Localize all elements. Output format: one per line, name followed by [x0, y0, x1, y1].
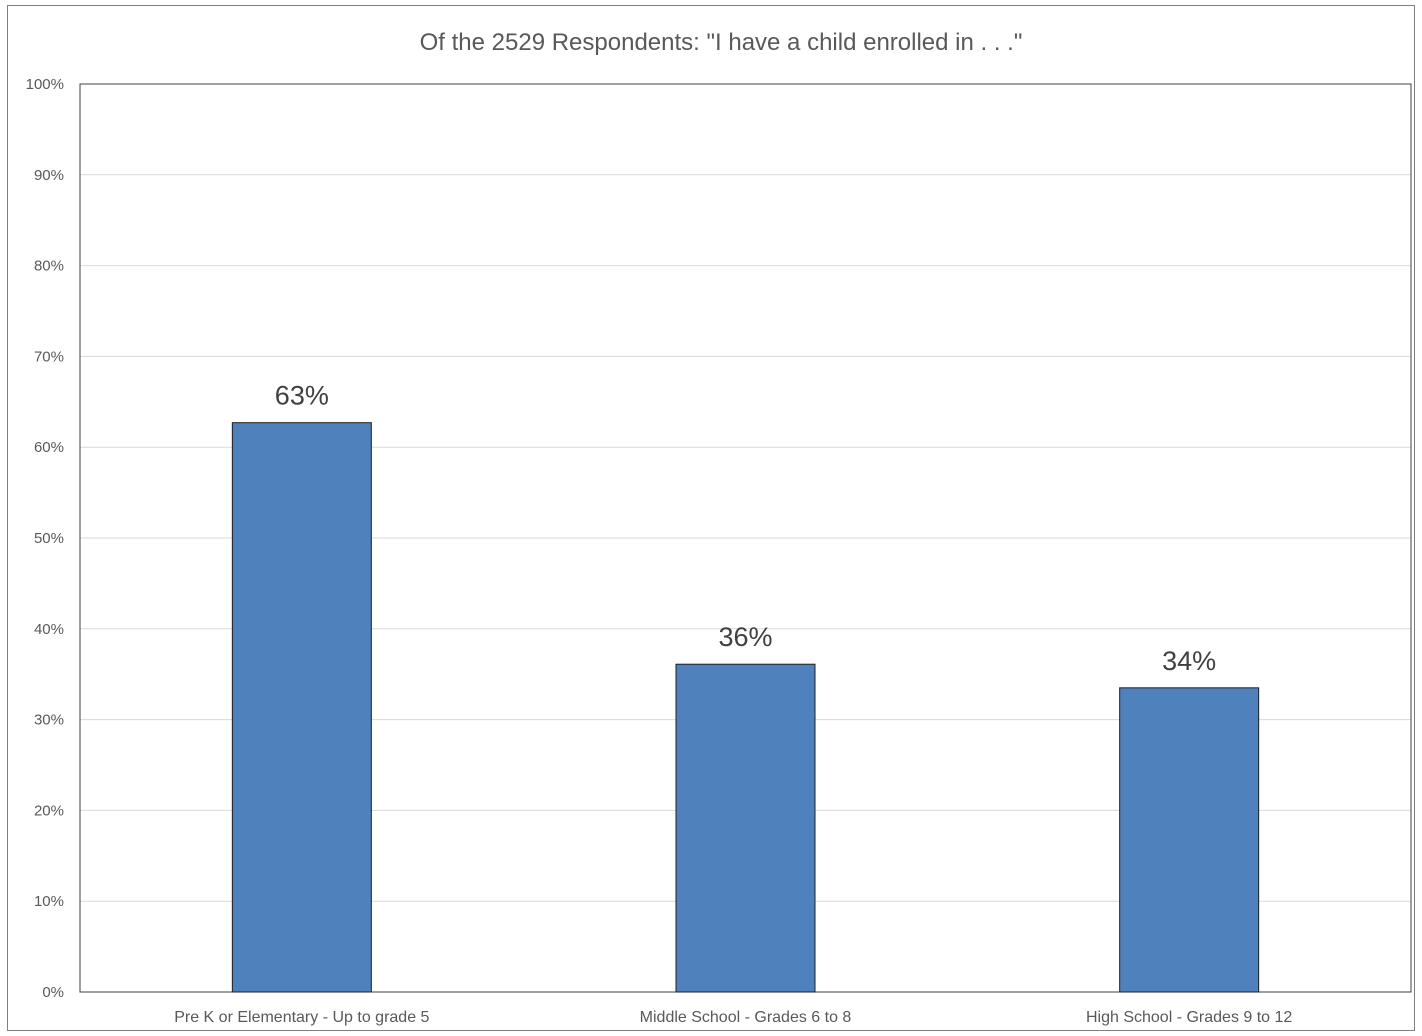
bars — [231, 422, 1260, 993]
y-tick-label: 50% — [34, 530, 64, 547]
data-label: 63% — [275, 381, 329, 411]
bar — [231, 422, 372, 993]
y-tick-label: 0% — [42, 984, 64, 1001]
y-axis-ticks: 0% 10% 20% 30% 40% 50% 60% 70% 80% 90% 100% — [26, 76, 64, 1001]
y-tick-label: 10% — [34, 893, 64, 910]
data-label: 36% — [718, 622, 772, 652]
y-tick-label: 100% — [26, 76, 64, 93]
data-labels: 63% 36% 34% — [275, 381, 1216, 676]
y-tick-label: 70% — [34, 348, 64, 365]
y-tick-label: 90% — [34, 167, 64, 184]
chart-title: Of the 2529 Respondents: "I have a child… — [420, 29, 1023, 56]
y-tick-label: 20% — [34, 802, 64, 819]
y-tick-label: 80% — [34, 258, 64, 275]
category-label: Pre K or Elementary - Up to grade 5 — [174, 1009, 429, 1026]
category-label: Middle School - Grades 6 to 8 — [640, 1009, 852, 1026]
bar — [675, 663, 816, 993]
bar — [1119, 687, 1260, 993]
category-labels: Pre K or Elementary - Up to grade 5 Middl… — [174, 1009, 1292, 1026]
y-tick-label: 30% — [34, 712, 64, 729]
data-label: 34% — [1162, 646, 1216, 676]
y-tick-label: 40% — [34, 621, 64, 638]
y-tick-label: 60% — [34, 439, 64, 456]
category-label: High School - Grades 9 to 12 — [1086, 1009, 1292, 1026]
